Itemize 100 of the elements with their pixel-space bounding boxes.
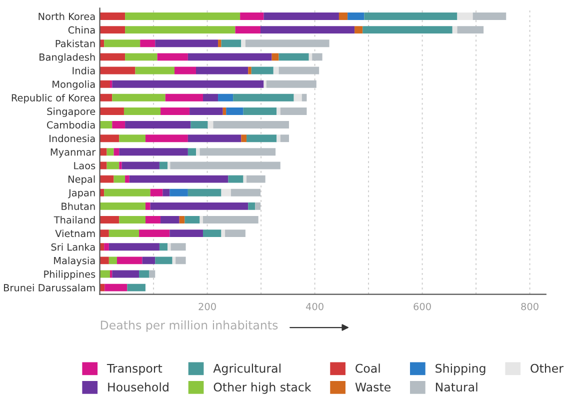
bar — [100, 53, 126, 61]
bar — [157, 53, 188, 61]
x-tick-label: 600 — [414, 302, 431, 310]
bar — [125, 12, 240, 20]
bar — [221, 40, 242, 48]
bar — [202, 216, 258, 224]
bar — [159, 162, 168, 170]
bar — [226, 107, 244, 115]
bar — [179, 216, 185, 224]
bar — [272, 53, 279, 61]
bar — [241, 134, 247, 142]
bar — [122, 162, 160, 170]
bar — [112, 270, 140, 278]
bar — [235, 26, 260, 34]
bar — [100, 12, 126, 20]
bar — [218, 40, 222, 48]
legend-label: Other high stack — [214, 382, 312, 394]
legend-label: Waste — [355, 382, 390, 392]
bar — [135, 66, 174, 74]
y-tick-label: Bhutan — [62, 202, 95, 210]
bar — [119, 216, 146, 224]
bar — [245, 40, 330, 48]
bar — [338, 12, 348, 20]
bar — [100, 216, 120, 224]
y-tick-label: Philippines — [44, 270, 96, 280]
bar — [100, 202, 146, 210]
bar — [104, 40, 140, 48]
legend-label: Shipping — [436, 364, 486, 376]
bar — [170, 162, 280, 170]
bar — [243, 107, 277, 115]
bar — [125, 53, 158, 61]
y-tick-label: Bangladesh — [40, 53, 95, 63]
bar — [168, 162, 170, 170]
bar — [248, 66, 252, 74]
bar — [280, 134, 289, 142]
bar — [104, 188, 150, 196]
bar — [142, 256, 156, 264]
bar — [176, 256, 186, 264]
bar — [145, 134, 188, 142]
bar — [165, 94, 203, 102]
bar — [202, 230, 222, 238]
bar — [188, 188, 222, 196]
bar — [200, 148, 276, 156]
legend-label: Transport — [106, 364, 162, 376]
bar — [240, 12, 264, 20]
bar — [172, 256, 176, 264]
bar — [149, 270, 156, 278]
bar — [348, 12, 364, 20]
bar — [184, 216, 200, 224]
bar — [457, 26, 484, 34]
bar — [124, 107, 161, 115]
bar — [225, 230, 246, 238]
bar — [208, 121, 214, 129]
bar — [100, 107, 124, 115]
bar — [155, 40, 218, 48]
bar — [230, 188, 260, 196]
bar — [188, 53, 272, 61]
y-tick-label: Brunei Darussalam — [4, 284, 95, 292]
y-tick-label: Thailand — [54, 216, 95, 224]
bar — [100, 134, 120, 142]
y-tick-label: Cambodia — [47, 121, 95, 129]
x-tick-label: 400 — [306, 302, 324, 310]
bar — [125, 121, 191, 129]
bar — [119, 148, 188, 156]
bar — [100, 26, 126, 34]
bar — [308, 53, 312, 61]
bar — [354, 26, 363, 34]
bar — [100, 256, 109, 264]
y-tick-label: Laos — [74, 162, 96, 170]
bar — [145, 216, 161, 224]
bar — [472, 12, 506, 20]
bar — [114, 148, 120, 156]
bar — [221, 188, 231, 196]
bar — [246, 175, 266, 183]
y-tick-label: Malaysia — [54, 256, 95, 266]
bar — [241, 40, 246, 48]
bar — [264, 80, 266, 88]
y-tick-label: Sri Lanka — [51, 243, 95, 251]
bar — [233, 94, 294, 102]
bar — [278, 66, 320, 74]
bar — [170, 188, 188, 196]
bar — [228, 175, 244, 183]
bar — [112, 80, 264, 88]
y-tick-label: Japan — [68, 189, 95, 198]
bar — [160, 216, 180, 224]
bar — [200, 216, 203, 224]
bar — [174, 66, 196, 74]
bar — [196, 66, 248, 74]
bar — [170, 243, 186, 251]
bar — [251, 66, 274, 74]
bar — [140, 40, 156, 48]
y-tick-label: China — [68, 26, 95, 34]
bar — [119, 162, 122, 170]
bar — [248, 202, 256, 210]
bar — [155, 256, 172, 264]
bar — [106, 148, 114, 156]
bar — [112, 94, 166, 102]
bar — [100, 162, 107, 170]
bar — [112, 121, 126, 129]
bar — [139, 230, 170, 238]
